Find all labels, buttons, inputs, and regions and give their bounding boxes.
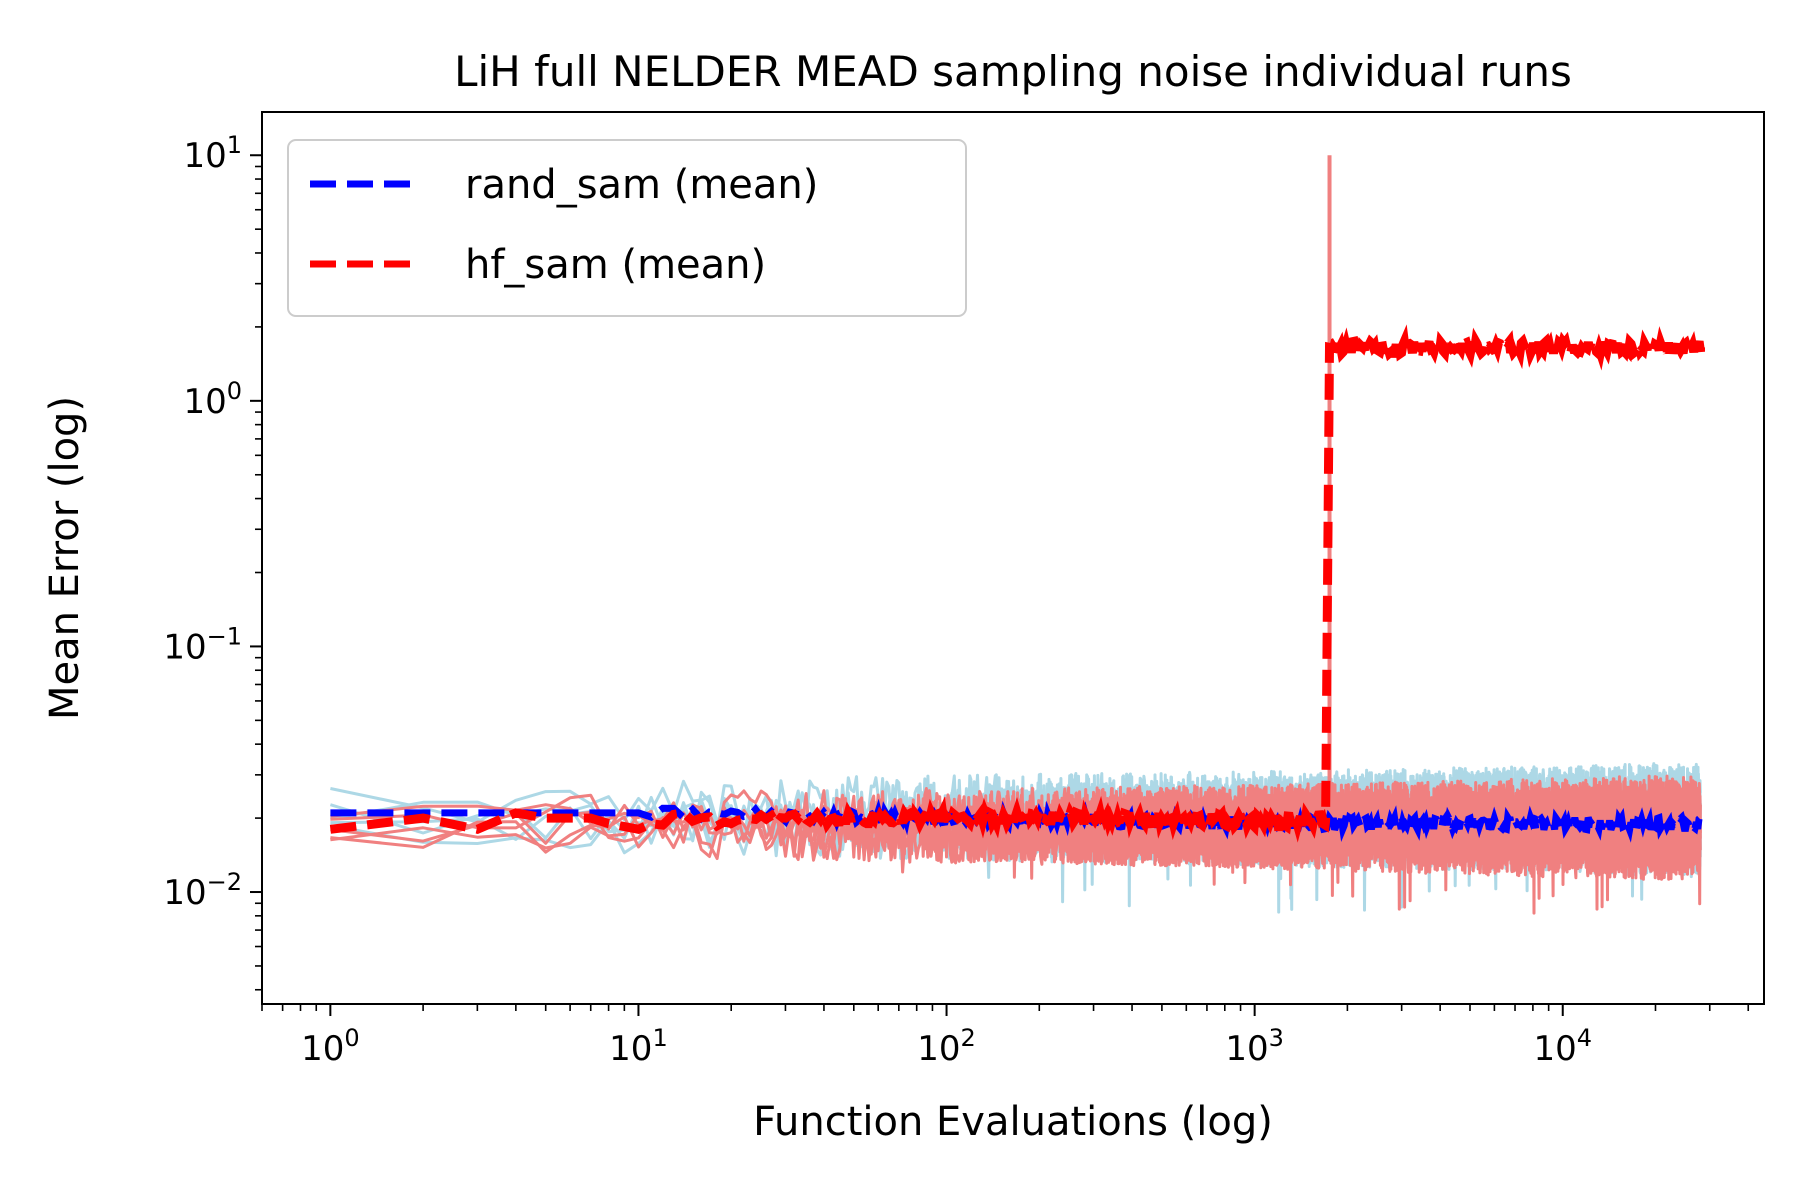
legend-label-rand-sam: rand_sam (mean) xyxy=(465,162,818,208)
y-axis-title: Mean Error (log) xyxy=(42,396,88,720)
legend-frame xyxy=(287,139,967,317)
x-axis: 100 101 102 103 104 xyxy=(261,1004,1750,1069)
plot-area xyxy=(329,155,1705,915)
chart-title: LiH full NELDER MEAD sampling noise indi… xyxy=(454,47,1572,96)
plot-frame xyxy=(261,111,1765,1005)
mean-lines xyxy=(329,324,1705,843)
legend: rand_sam (mean) hf_sam (mean) xyxy=(287,139,967,317)
legend-label-hf-sam: hf_sam (mean) xyxy=(465,242,766,288)
x-tick-label: 104 xyxy=(1533,1024,1592,1069)
x-tick-label: 101 xyxy=(609,1024,668,1069)
x-tick-label: 103 xyxy=(1225,1024,1284,1069)
x-tick-label: 102 xyxy=(917,1024,976,1069)
y-tick-label: 10−1 xyxy=(163,622,242,667)
hf-sam-mean-line xyxy=(329,324,1705,843)
x-axis-title: Function Evaluations (log) xyxy=(753,1099,1273,1145)
x-tick-label: 100 xyxy=(301,1024,360,1069)
y-tick-label: 10−2 xyxy=(163,868,242,913)
y-axis: 101 100 10−1 10−2 xyxy=(163,131,262,991)
y-tick-label: 101 xyxy=(183,131,242,176)
y-tick-label: 100 xyxy=(183,377,242,422)
